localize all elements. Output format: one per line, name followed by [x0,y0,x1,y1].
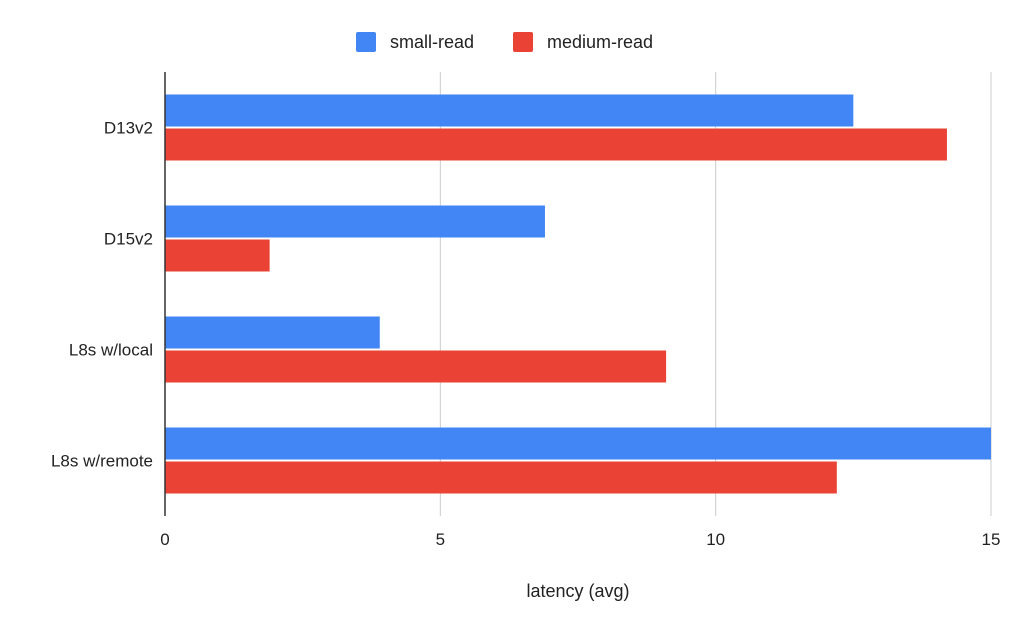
category-label: D15v2 [104,230,153,249]
legend-swatch-medium-read [513,32,533,52]
x-tick-label: 15 [982,530,1001,549]
legend-label-small-read: small-read [390,32,474,52]
legend: small-read medium-read [356,32,653,52]
bar-small-read-0 [165,94,854,127]
x-tick-labels: 0 5 10 15 [160,530,1000,549]
category-label: D13v2 [104,119,153,138]
bars [165,94,991,494]
x-tick-label: 10 [706,530,725,549]
category-label: L8s w/remote [51,452,153,471]
bar-medium-read-2 [165,350,667,383]
bar-small-read-1 [165,205,545,238]
bar-small-read-3 [165,427,991,460]
legend-label-medium-read: medium-read [547,32,653,52]
bar-small-read-2 [165,316,380,349]
category-label: L8s w/local [69,341,153,360]
legend-swatch-small-read [356,32,376,52]
bar-medium-read-3 [165,461,837,494]
x-tick-label: 0 [160,530,169,549]
category-labels: D13v2 D15v2 L8s w/local L8s w/remote [51,119,153,471]
bar-medium-read-0 [165,128,947,161]
x-tick-label: 5 [436,530,445,549]
bar-medium-read-1 [165,239,270,272]
x-axis-title: latency (avg) [526,581,629,601]
